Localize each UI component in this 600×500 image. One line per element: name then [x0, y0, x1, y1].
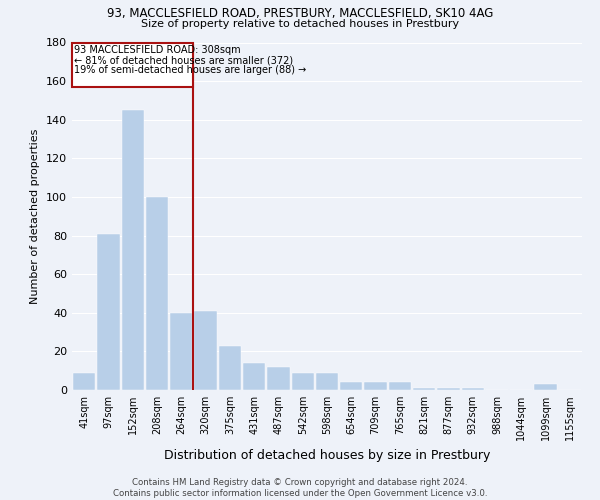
Bar [243, 363, 265, 390]
Bar [73, 372, 95, 390]
FancyBboxPatch shape [72, 42, 193, 87]
Bar [389, 382, 411, 390]
Bar [218, 346, 241, 390]
Bar [267, 367, 290, 390]
Bar [364, 382, 387, 390]
Bar [194, 311, 217, 390]
X-axis label: Distribution of detached houses by size in Prestbury: Distribution of detached houses by size … [164, 448, 490, 462]
Text: Contains HM Land Registry data © Crown copyright and database right 2024.
Contai: Contains HM Land Registry data © Crown c… [113, 478, 487, 498]
Bar [461, 388, 484, 390]
Text: ← 81% of detached houses are smaller (372): ← 81% of detached houses are smaller (37… [74, 55, 293, 65]
Bar [316, 372, 338, 390]
Bar [146, 197, 168, 390]
Y-axis label: Number of detached properties: Number of detached properties [31, 128, 40, 304]
Text: Size of property relative to detached houses in Prestbury: Size of property relative to detached ho… [141, 19, 459, 29]
Bar [535, 384, 557, 390]
Text: 19% of semi-detached houses are larger (88) →: 19% of semi-detached houses are larger (… [74, 64, 307, 74]
Bar [437, 388, 460, 390]
Text: 93 MACCLESFIELD ROAD: 308sqm: 93 MACCLESFIELD ROAD: 308sqm [74, 46, 241, 56]
Bar [122, 110, 144, 390]
Bar [97, 234, 119, 390]
Bar [340, 382, 362, 390]
Bar [292, 372, 314, 390]
Bar [170, 313, 193, 390]
Text: 93, MACCLESFIELD ROAD, PRESTBURY, MACCLESFIELD, SK10 4AG: 93, MACCLESFIELD ROAD, PRESTBURY, MACCLE… [107, 8, 493, 20]
Bar [413, 388, 436, 390]
